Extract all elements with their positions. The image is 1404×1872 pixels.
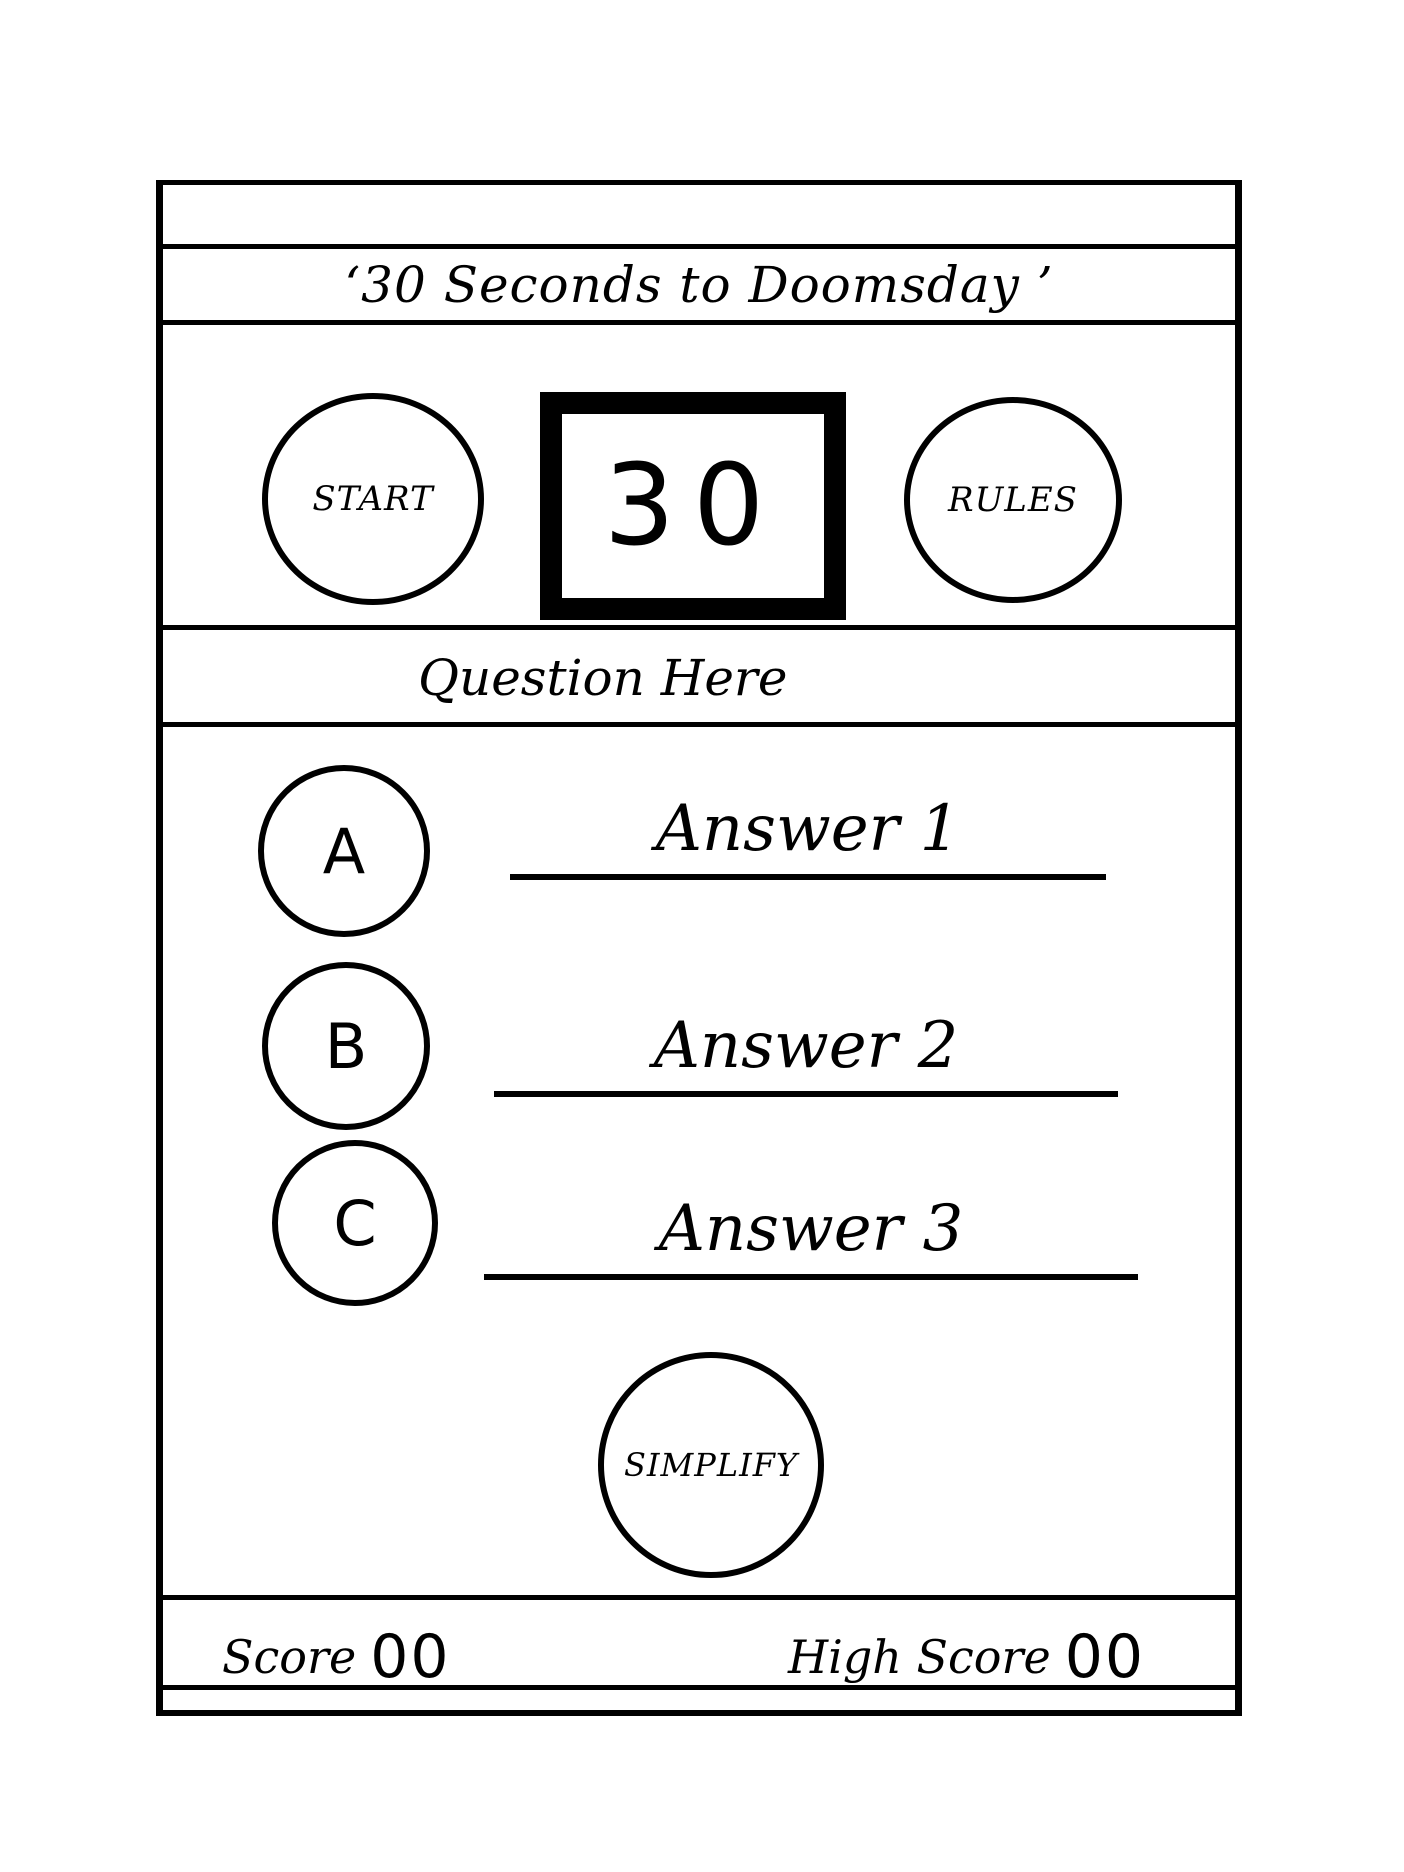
countdown-timer: 30 xyxy=(540,392,846,620)
header-bottom-divider xyxy=(156,320,1242,325)
score-value: 00 xyxy=(370,1622,451,1692)
option-c-button[interactable]: C xyxy=(272,1140,438,1306)
controls-bottom-divider xyxy=(156,625,1242,630)
option-a-letter: A xyxy=(322,814,366,888)
question-text: Question Here xyxy=(418,648,788,707)
option-b-letter: B xyxy=(324,1009,368,1083)
footer-top-divider xyxy=(156,1595,1242,1600)
option-b-button[interactable]: B xyxy=(262,962,430,1130)
page-title: ‘30 Seconds to Doomsday ’ xyxy=(344,256,1054,314)
high-score-value: 00 xyxy=(1064,1622,1146,1692)
answer-3[interactable]: Answer 3 xyxy=(484,1150,1138,1280)
high-score-label: High Score xyxy=(788,1630,1051,1684)
simplify-button[interactable]: SIMPLIFY xyxy=(598,1352,824,1578)
header-top-divider xyxy=(156,244,1242,249)
answer-2[interactable]: Answer 2 xyxy=(494,975,1118,1097)
score-display: Score 00 xyxy=(222,1620,582,1694)
high-score-display: High Score 00 xyxy=(788,1620,1208,1694)
rules-button-label: RULES xyxy=(948,480,1078,520)
option-c-letter: C xyxy=(333,1186,377,1260)
footer-bottom-divider xyxy=(156,1685,1242,1690)
rules-button[interactable]: RULES xyxy=(904,397,1122,603)
start-button[interactable]: START xyxy=(262,393,484,605)
simplify-button-label: SIMPLIFY xyxy=(623,1446,799,1484)
app-frame xyxy=(156,180,1242,1716)
question-bottom-divider xyxy=(156,722,1242,727)
score-label: Score xyxy=(222,1630,357,1684)
start-button-label: START xyxy=(312,479,434,519)
answer-1[interactable]: Answer 1 xyxy=(510,760,1106,880)
option-a-button[interactable]: A xyxy=(258,765,430,937)
